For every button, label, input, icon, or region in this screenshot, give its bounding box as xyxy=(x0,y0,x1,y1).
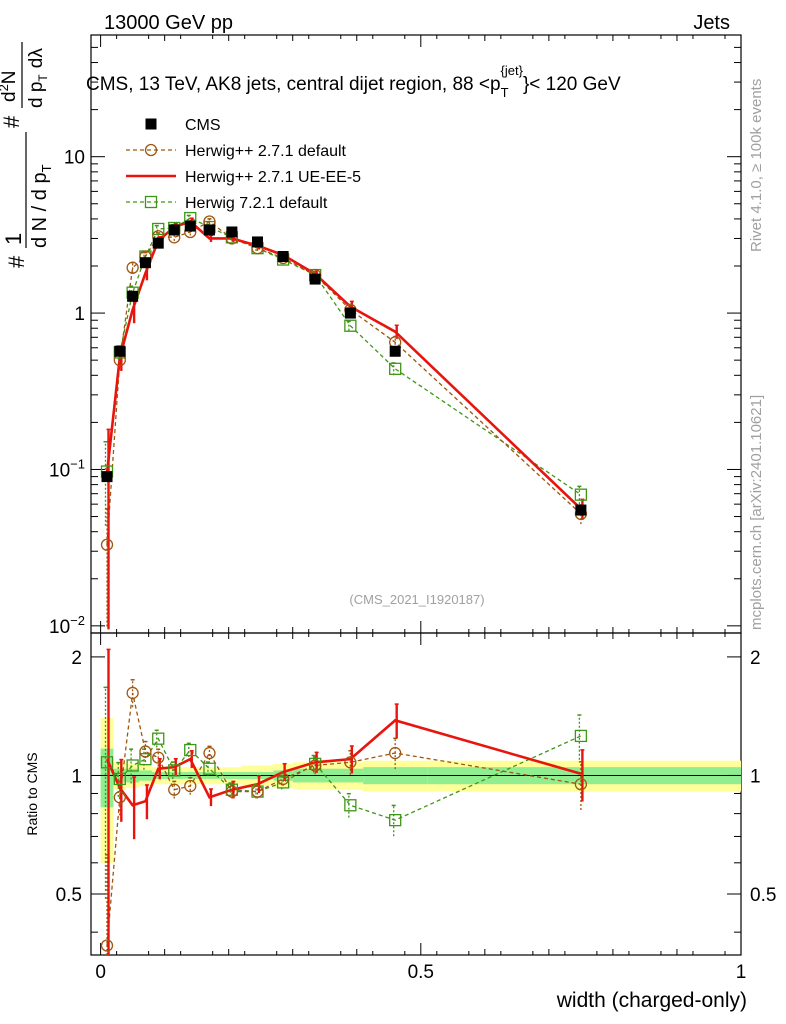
mcplots-text: mcplots.cern.ch [arXiv:2401.10621] xyxy=(748,395,765,630)
herwig-7-2-1-default-marker xyxy=(389,362,402,375)
cms-data-point xyxy=(139,257,151,269)
legend-marker-cms xyxy=(145,118,157,130)
herwig-2-7-1-default-ratio-marker xyxy=(574,778,588,791)
herwig-2-7-1-default-ratio-marker xyxy=(152,751,165,764)
ratio-tick-label: 0.5 xyxy=(56,885,82,906)
cms-data-point xyxy=(226,226,238,238)
cms-data-point xyxy=(389,345,401,357)
herwig-7-2-1-default-ratio-marker xyxy=(126,759,139,772)
legend-marker-herwig-7-2-1-default xyxy=(144,195,158,209)
axis-ticks xyxy=(91,34,742,955)
herwig-2-7-1-default-line xyxy=(106,220,582,545)
ratio-uncertainty-bands xyxy=(100,717,741,863)
ratio-plot-frame xyxy=(90,632,742,956)
y-tick-label: 10−2 xyxy=(49,613,85,638)
herwig-2-7-1-ue-ee-5-line xyxy=(105,220,582,510)
herwig-2-7-1-default-ratio-marker xyxy=(100,939,114,952)
herwig-2-7-1-default-ratio-marker xyxy=(225,785,239,798)
herwig-2-7-1-default-ratio-marker xyxy=(126,686,139,700)
herwig-2-7-1-default-ratio-marker xyxy=(168,783,181,796)
herwig-7-2-1-default-marker xyxy=(344,319,357,332)
herwig-2-7-1-default-ratio-marker xyxy=(139,745,152,758)
herwig-7-2-1-default-ratio-marker xyxy=(389,814,402,827)
herwig-2-7-1-default-ratio-marker xyxy=(113,791,126,804)
chart-title: CMS, 13 TeV, AK8 jets, central dijet reg… xyxy=(86,63,621,100)
legend: CMS Herwig++ 2.7.1 default Herwig++ 2.7.1 … xyxy=(126,117,361,212)
cms-data-point xyxy=(127,290,139,302)
herwig-7-2-1-default-ratio-marker xyxy=(139,753,152,766)
cms-data-point xyxy=(152,237,164,249)
svg-text:#: # xyxy=(0,115,24,128)
herwig-2-7-1-ue-ee-5-ratio-line xyxy=(105,718,582,807)
header-left: 13000 GeV pp xyxy=(104,12,233,34)
data-markers xyxy=(100,211,588,952)
herwig-2-7-1-default-marker xyxy=(126,261,139,274)
svg-text:#: # xyxy=(4,255,29,268)
herwig-7-2-1-default-marker xyxy=(574,488,588,501)
cms-data-point xyxy=(114,345,126,357)
x-axis-label: width (charged-only) xyxy=(556,989,747,1012)
error-bars xyxy=(103,214,585,955)
ratio-tick-label-right: 0.5 xyxy=(750,885,776,906)
svg-text:1: 1 xyxy=(1,233,26,245)
herwig-2-7-1-default-ratio-marker xyxy=(203,746,216,760)
herwig-7-2-1-default-ratio-marker xyxy=(344,799,357,812)
legend-label-cms: CMS xyxy=(185,117,221,134)
svg-text:d2N: d2N xyxy=(0,70,20,102)
cms-data-point xyxy=(277,251,289,263)
herwig-7-2-1-default-ratio-marker xyxy=(168,764,181,777)
herwig-7-2-1-default-line xyxy=(106,217,582,496)
svg-text:d N / d pT: d N / d pT xyxy=(29,164,54,248)
legend-marker-herwig-2-7-1-default xyxy=(144,143,158,157)
legend-label-herwig-2-7-1-default: Herwig++ 2.7.1 default xyxy=(185,143,347,160)
y-tick-label: 1 xyxy=(74,304,85,325)
cms-data-point xyxy=(168,224,180,236)
herwig-2-7-1-default-ratio-marker xyxy=(389,746,402,760)
legend-label-herwig-7-2-1-default: Herwig 7.2.1 default xyxy=(185,195,328,212)
cms-data-point xyxy=(252,236,264,248)
herwig-2-7-1-default-ratio-marker xyxy=(308,759,322,772)
herwig-2-7-1-default-ratio-line xyxy=(106,692,582,946)
herwig-7-2-1-default-ratio-line xyxy=(106,735,582,821)
herwig-2-7-1-default-marker xyxy=(100,538,114,551)
header-right: Jets xyxy=(693,12,730,34)
herwig-2-7-1-default-ratio-marker xyxy=(276,772,290,786)
herwig-7-2-1-default-ratio-marker xyxy=(203,762,216,775)
herwig-2-7-1-default-ratio-marker xyxy=(251,785,264,798)
y-tick-label: 10 xyxy=(64,148,85,169)
ratio-tick-label: 1 xyxy=(71,766,82,787)
cms-data-point xyxy=(575,504,587,516)
herwig-7-2-1-default-ratio-marker xyxy=(113,772,126,786)
watermark: (CMS_2021_I1920187) xyxy=(349,592,484,607)
cms-data-point xyxy=(309,273,321,285)
rivet-version-text: Rivet 4.1.0, ≥ 100k events xyxy=(748,79,765,252)
x-tick-label: 1 xyxy=(736,962,747,983)
herwig-2-7-1-default-ratio-marker xyxy=(344,756,357,769)
svg-text:d pTdλ: d pTdλ xyxy=(26,48,50,108)
x-tick-label: 0 xyxy=(95,962,106,983)
herwig-2-7-1-default-ratio-marker xyxy=(184,779,197,793)
herwig-7-2-1-default-marker xyxy=(152,222,165,236)
y-tick-label: 10−1 xyxy=(49,456,85,481)
herwig-7-2-1-default-ratio-marker xyxy=(100,756,114,769)
cms-data-point xyxy=(203,224,215,236)
herwig-7-2-1-default-ratio-marker xyxy=(184,743,197,757)
cms-data-point xyxy=(344,307,356,319)
ratio-tick-label-right: 2 xyxy=(750,648,761,669)
x-tick-label: 0.5 xyxy=(408,962,434,983)
herwig-7-2-1-default-ratio-marker xyxy=(152,732,165,745)
ratio-y-axis-label: Ratio to CMS xyxy=(24,752,40,835)
legend-label-herwig-2-7-1-ue-ee-5: Herwig++ 2.7.1 UE-EE-5 xyxy=(185,169,361,186)
cms-data-point xyxy=(101,471,113,483)
y-axis-label: # 1 d N / d pT # d2N d pTdλ xyxy=(0,42,54,268)
herwig-7-2-1-default-ratio-marker xyxy=(574,729,588,743)
cms-data-point xyxy=(184,220,196,232)
herwig-7-2-1-default-ratio-marker xyxy=(276,776,290,789)
series-lines xyxy=(105,217,582,946)
axis-tick-labels: 0 0.5 1 10−2 10−1 1 10 0.5 0.5 1 1 2 2 xyxy=(49,148,776,983)
ratio-tick-label-right: 1 xyxy=(750,766,761,787)
ratio-tick-label: 2 xyxy=(71,648,82,669)
